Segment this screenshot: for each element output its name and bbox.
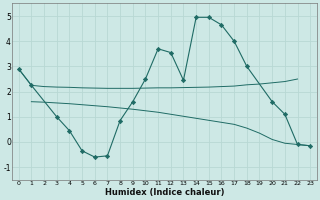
X-axis label: Humidex (Indice chaleur): Humidex (Indice chaleur) <box>105 188 224 197</box>
